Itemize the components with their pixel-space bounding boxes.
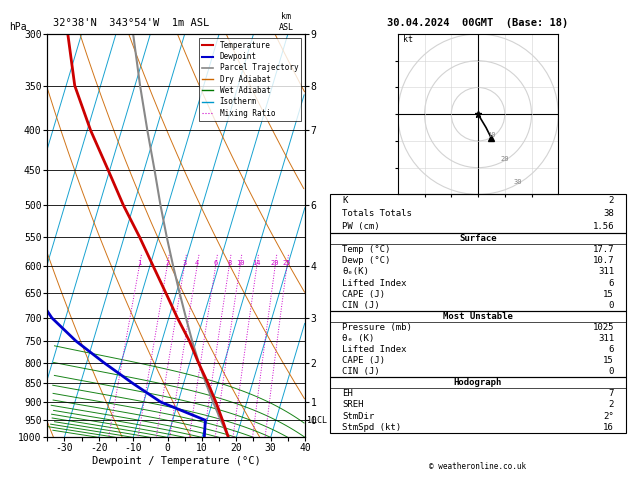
Text: Lifted Index: Lifted Index	[342, 345, 406, 354]
Text: 1LCL: 1LCL	[307, 416, 327, 425]
Text: 38: 38	[603, 209, 614, 218]
Text: 8: 8	[227, 260, 231, 266]
Text: 6: 6	[609, 345, 614, 354]
Legend: Temperature, Dewpoint, Parcel Trajectory, Dry Adiabat, Wet Adiabat, Isotherm, Mi: Temperature, Dewpoint, Parcel Trajectory…	[199, 38, 301, 121]
X-axis label: Dewpoint / Temperature (°C): Dewpoint / Temperature (°C)	[92, 456, 260, 466]
Text: 30: 30	[514, 179, 523, 185]
Text: 6: 6	[213, 260, 218, 266]
Text: 32°38'N  343°54'W  1m ASL: 32°38'N 343°54'W 1m ASL	[53, 18, 209, 28]
Text: θₑ (K): θₑ (K)	[342, 334, 374, 343]
Text: K: K	[342, 196, 347, 206]
Text: θₑ(K): θₑ(K)	[342, 267, 369, 277]
Text: 10: 10	[236, 260, 244, 266]
Text: 0: 0	[609, 301, 614, 310]
Text: km
ASL: km ASL	[279, 12, 294, 32]
Text: Pressure (mb): Pressure (mb)	[342, 323, 412, 332]
Text: kt: kt	[403, 35, 413, 44]
Text: CIN (J): CIN (J)	[342, 367, 380, 376]
Text: 25: 25	[282, 260, 291, 266]
Text: Most Unstable: Most Unstable	[443, 312, 513, 321]
Text: 2: 2	[609, 400, 614, 409]
Text: 16: 16	[603, 423, 614, 432]
Text: 15: 15	[603, 356, 614, 365]
Text: 1.56: 1.56	[593, 222, 614, 231]
Text: Totals Totals: Totals Totals	[342, 209, 412, 218]
Text: Surface: Surface	[459, 234, 497, 243]
Text: 30.04.2024  00GMT  (Base: 18): 30.04.2024 00GMT (Base: 18)	[387, 18, 569, 28]
Text: 17.7: 17.7	[593, 245, 614, 254]
Text: 2°: 2°	[603, 412, 614, 420]
Text: 7: 7	[609, 389, 614, 399]
Text: PW (cm): PW (cm)	[342, 222, 380, 231]
Text: 1025: 1025	[593, 323, 614, 332]
Text: 311: 311	[598, 267, 614, 277]
Text: CAPE (J): CAPE (J)	[342, 290, 385, 298]
Text: 15: 15	[603, 290, 614, 298]
Text: 10: 10	[487, 132, 496, 139]
Text: 311: 311	[598, 334, 614, 343]
Text: 4: 4	[195, 260, 199, 266]
Text: StmSpd (kt): StmSpd (kt)	[342, 423, 401, 432]
Text: 2: 2	[165, 260, 169, 266]
Text: CAPE (J): CAPE (J)	[342, 356, 385, 365]
Text: StmDir: StmDir	[342, 412, 374, 420]
Text: 1: 1	[137, 260, 142, 266]
Text: hPa: hPa	[9, 21, 27, 32]
Text: SREH: SREH	[342, 400, 364, 409]
Text: 10.7: 10.7	[593, 257, 614, 265]
Text: 0: 0	[609, 367, 614, 376]
Text: 20: 20	[271, 260, 279, 266]
Text: 6: 6	[609, 278, 614, 288]
Text: Temp (°C): Temp (°C)	[342, 245, 391, 254]
Text: Dewp (°C): Dewp (°C)	[342, 257, 391, 265]
Text: Hodograph: Hodograph	[454, 378, 502, 387]
Text: EH: EH	[342, 389, 353, 399]
Text: 20: 20	[501, 156, 509, 161]
Text: 3: 3	[182, 260, 187, 266]
Text: 2: 2	[609, 196, 614, 206]
Text: 14: 14	[252, 260, 261, 266]
Text: Lifted Index: Lifted Index	[342, 278, 406, 288]
Text: © weatheronline.co.uk: © weatheronline.co.uk	[430, 462, 526, 471]
Text: CIN (J): CIN (J)	[342, 301, 380, 310]
